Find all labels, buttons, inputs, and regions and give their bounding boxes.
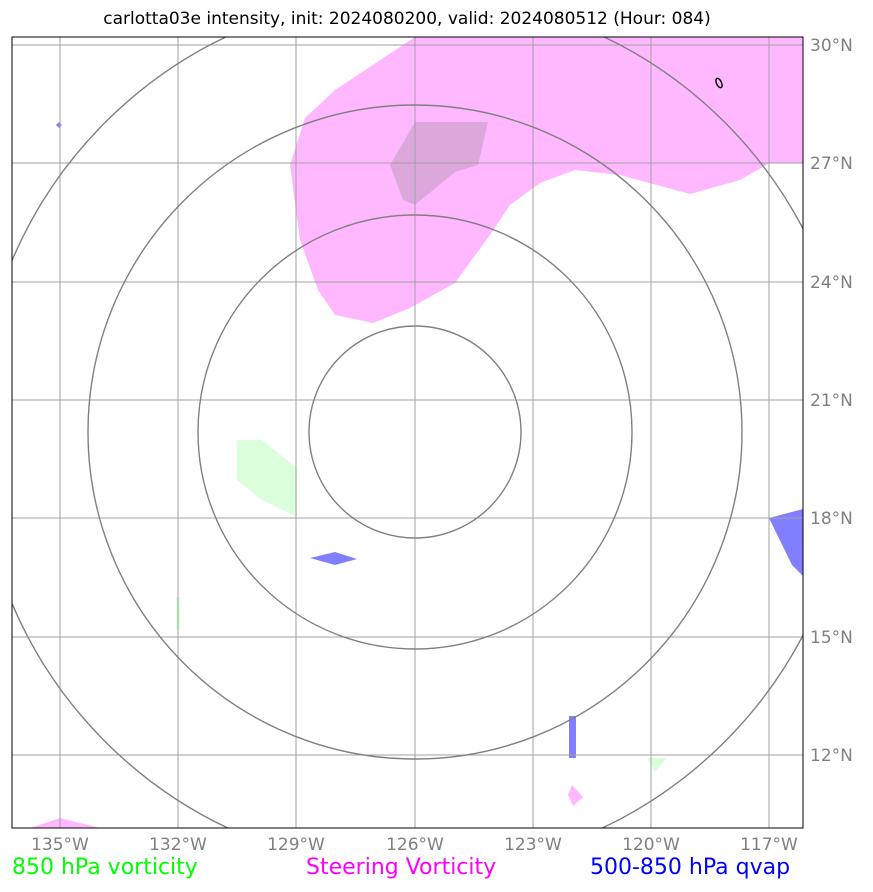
lon-tick-label: 117°W <box>740 835 798 855</box>
lat-tick-label: 18°N <box>810 509 853 529</box>
lon-tick-label: 129°W <box>267 835 325 855</box>
lat-tick-label: 15°N <box>810 628 853 648</box>
chart-title: carlotta03e intensity, init: 2024080200,… <box>103 9 711 29</box>
range-ring-3 <box>87 104 743 760</box>
vorticity-850-region <box>237 440 297 517</box>
lat-tick-label: 21°N <box>810 391 853 411</box>
range-ring-2 <box>197 214 633 650</box>
lon-tick-label: 126°W <box>386 835 444 855</box>
lon-tick-label: 135°W <box>31 835 89 855</box>
steering-vorticity-small-patch <box>568 785 583 806</box>
lon-tick-label: 123°W <box>504 835 562 855</box>
qvap-region-south <box>569 716 576 758</box>
lon-tick-label: 120°W <box>622 835 680 855</box>
lon-tick-labels: 135°W 132°W 129°W 126°W 123°W 120°W 117°… <box>31 835 798 855</box>
vorticity-850-small-patch <box>647 758 667 772</box>
qvap-region-east <box>769 509 803 576</box>
lat-tick-label: 27°N <box>810 154 853 174</box>
lat-tick-label: 30°N <box>810 36 853 56</box>
qvap-dot <box>56 122 62 128</box>
legend-vorticity: 850 hPa vorticity <box>12 855 198 880</box>
gridlines <box>12 37 803 828</box>
lat-tick-label: 24°N <box>810 273 853 293</box>
steering-vorticity-region <box>290 37 803 323</box>
intensity-contour <box>715 77 723 89</box>
plot-frame <box>11 36 804 829</box>
lat-tick-label: 12°N <box>810 746 853 766</box>
range-rings <box>12 37 803 828</box>
lat-tick-labels: 30°N 27°N 24°N 21°N 18°N 15°N 12°N <box>810 36 853 766</box>
range-ring-1 <box>308 325 522 539</box>
legend-steering-vorticity: Steering Vorticity <box>306 855 497 880</box>
qvap-region-center <box>310 552 357 565</box>
steering-vorticity-bottom-patch <box>30 818 100 828</box>
lon-tick-label: 132°W <box>149 835 207 855</box>
legend-qvap: 500-850 hPa qvap <box>590 855 791 880</box>
